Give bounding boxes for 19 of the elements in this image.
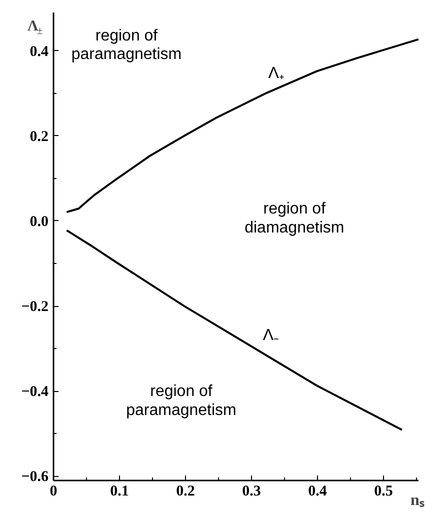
y-tick-label: 0.2: [30, 128, 48, 145]
y-tick-label: 0.4: [30, 44, 49, 60]
x-tick-label: 0.1: [110, 484, 129, 500]
x-axis-title: nₛ: [410, 492, 424, 509]
y-tick-label: −0.4: [21, 384, 49, 400]
y-tick-label: −0.6: [21, 469, 49, 486]
y-axis-title: Λ±: [28, 18, 43, 37]
x-tick-label: 0.5: [374, 484, 393, 500]
annotation: Λ₊: [268, 64, 284, 82]
x-tick-label: 0: [50, 484, 58, 500]
x-tick-label: 0.3: [242, 484, 261, 500]
y-tick-label: −0.2: [21, 299, 49, 316]
annotation: region of diamagnetism: [244, 200, 344, 236]
annotation: Λ₋: [262, 326, 279, 344]
x-tick-label: 0.2: [176, 484, 195, 500]
y-tick-label: 0.0: [30, 214, 48, 230]
x-tick-label: 0.4: [308, 484, 328, 500]
annotation: region of paramagnetism: [126, 383, 236, 419]
annotation: region of paramagnetism: [71, 27, 182, 64]
